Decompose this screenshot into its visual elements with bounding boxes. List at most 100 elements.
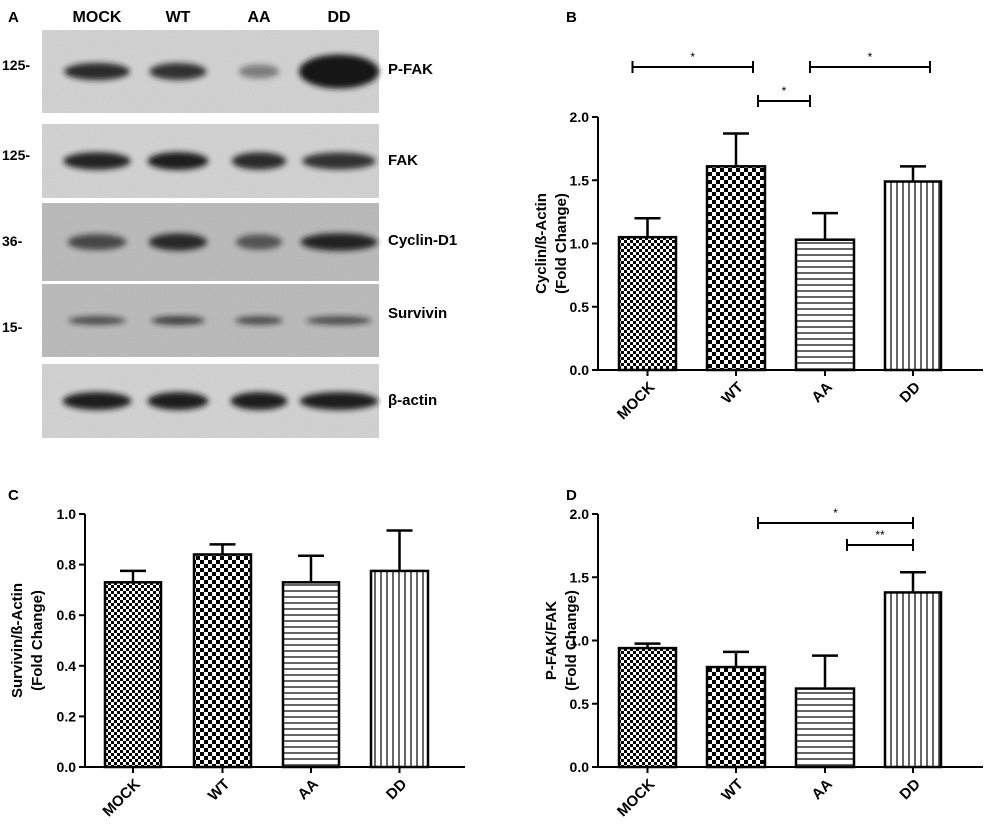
blot-band bbox=[235, 316, 283, 325]
mw-marker: 15- bbox=[2, 319, 23, 335]
y-tick-label: 2.0 bbox=[570, 109, 590, 125]
y-tick-label: 1.0 bbox=[570, 236, 590, 252]
x-tick-label: MOCK bbox=[614, 379, 659, 424]
blot-band bbox=[300, 233, 378, 251]
bar bbox=[705, 665, 767, 769]
y-tick-label: 1.5 bbox=[570, 172, 590, 188]
y-axis-label: P-FAK/FAK bbox=[543, 601, 560, 680]
blot-strip bbox=[42, 124, 379, 198]
lane-label: DD bbox=[327, 9, 350, 26]
bar bbox=[617, 646, 678, 769]
mw-marker: 125- bbox=[2, 57, 30, 73]
protein-label: Survivin bbox=[388, 305, 447, 322]
significance-bracket: * bbox=[631, 50, 754, 73]
blot-band bbox=[147, 152, 209, 170]
blot-strip bbox=[42, 30, 379, 113]
blot-band bbox=[68, 316, 126, 325]
y-tick-label: 1.5 bbox=[570, 569, 590, 585]
x-tick-label: DD bbox=[896, 379, 923, 406]
y-axis-label: (Fold Change) bbox=[563, 590, 580, 691]
mw-marker: 125- bbox=[2, 147, 30, 163]
bar bbox=[705, 165, 767, 372]
significance-label: * bbox=[782, 84, 787, 98]
bar bbox=[369, 569, 430, 769]
y-axis-label: Cyclin/ß-Actin bbox=[533, 193, 550, 294]
y-tick-label: 0.0 bbox=[57, 759, 77, 775]
blot-band bbox=[306, 316, 372, 325]
cyclin-chart-panel: B 0.0 0.5 1.0 1.5 2.0 Cyclin/ß-Actin (Fold Chan… bbox=[533, 9, 983, 423]
y-tick-label: 0.4 bbox=[57, 658, 77, 674]
significance-bracket: ** bbox=[846, 528, 914, 551]
blot-strip bbox=[42, 364, 379, 438]
protein-label: Cyclin-D1 bbox=[388, 232, 457, 249]
bar bbox=[103, 581, 163, 769]
panel-letter: A bbox=[8, 9, 19, 26]
y-axis-label: (Fold Change) bbox=[553, 193, 570, 294]
western-blot-panel: A MOCK WT AA DD P-FAK 125- FAK 125- Cyclin-D1 36- S… bbox=[2, 9, 457, 438]
blot-strip bbox=[42, 284, 379, 357]
y-axis-label: (Fold Change) bbox=[29, 590, 46, 691]
y-tick-label: 1.0 bbox=[57, 506, 77, 522]
x-tick-label: MOCK bbox=[99, 776, 144, 821]
panel-letter: C bbox=[8, 487, 19, 504]
blot-band bbox=[67, 234, 127, 250]
blot-band bbox=[149, 63, 207, 80]
significance-bracket: * bbox=[757, 84, 811, 107]
blot-band bbox=[238, 64, 280, 79]
bar bbox=[192, 553, 253, 769]
bar bbox=[794, 238, 856, 372]
pfak-chart-panel: D 0.0 0.5 1.0 1.5 2.0 P-FAK/FAK (Fold Change) MO… bbox=[543, 487, 983, 820]
blot-band bbox=[235, 234, 283, 250]
lane-label: WT bbox=[166, 9, 191, 26]
y-tick-label: 0.0 bbox=[570, 362, 590, 378]
significance-bracket: * bbox=[809, 50, 931, 73]
bar bbox=[617, 235, 678, 372]
significance-label: * bbox=[868, 50, 873, 64]
y-axis-label: Survivin/ß-Actin bbox=[9, 583, 26, 698]
blot-band bbox=[302, 152, 376, 170]
x-tick-label: AA bbox=[294, 776, 321, 803]
blot-band bbox=[151, 316, 205, 325]
blot-strip bbox=[42, 203, 379, 281]
bar bbox=[883, 180, 943, 372]
y-tick-label: 1.0 bbox=[570, 633, 590, 649]
protein-label: FAK bbox=[388, 152, 418, 169]
blot-band bbox=[62, 392, 132, 410]
y-tick-label: 0.2 bbox=[57, 708, 77, 724]
y-tick-label: 0.6 bbox=[57, 607, 77, 623]
protein-label: P-FAK bbox=[388, 61, 433, 78]
blot-band bbox=[64, 62, 130, 81]
y-tick-label: 0.8 bbox=[57, 557, 77, 573]
bar bbox=[883, 591, 943, 769]
significance-label: ** bbox=[875, 528, 885, 542]
blot-band bbox=[147, 392, 209, 410]
blot-band bbox=[299, 392, 379, 410]
y-tick-label: 0.5 bbox=[570, 299, 590, 315]
blot-band bbox=[299, 54, 379, 89]
x-tick-label: WT bbox=[718, 776, 747, 805]
x-tick-label: AA bbox=[808, 379, 835, 406]
significance-label: * bbox=[690, 50, 695, 64]
y-tick-label: 2.0 bbox=[570, 506, 590, 522]
panel-letter: D bbox=[566, 487, 577, 504]
x-tick-label: DD bbox=[896, 776, 923, 803]
protein-label: β-actin bbox=[388, 392, 437, 409]
x-tick-label: DD bbox=[383, 776, 410, 803]
bar bbox=[794, 687, 856, 769]
survivin-chart-panel: C 0.0 0.2 0.4 0.6 0.8 1.0 Survivin/ß-Actin (Fold… bbox=[8, 487, 465, 820]
blot-band bbox=[230, 392, 288, 410]
y-tick-label: 0.0 bbox=[570, 759, 590, 775]
y-tick-label: 0.5 bbox=[570, 696, 590, 712]
blot-band bbox=[63, 152, 131, 170]
lane-label: MOCK bbox=[73, 9, 122, 26]
panel-letter: B bbox=[566, 9, 577, 26]
blot-band bbox=[231, 152, 287, 170]
significance-bracket: * bbox=[757, 506, 914, 529]
bar bbox=[281, 581, 341, 769]
blot-band bbox=[148, 233, 208, 251]
x-tick-label: MOCK bbox=[614, 776, 659, 821]
x-tick-label: WT bbox=[718, 379, 747, 408]
x-tick-label: WT bbox=[205, 776, 234, 805]
lane-label: AA bbox=[247, 9, 271, 26]
